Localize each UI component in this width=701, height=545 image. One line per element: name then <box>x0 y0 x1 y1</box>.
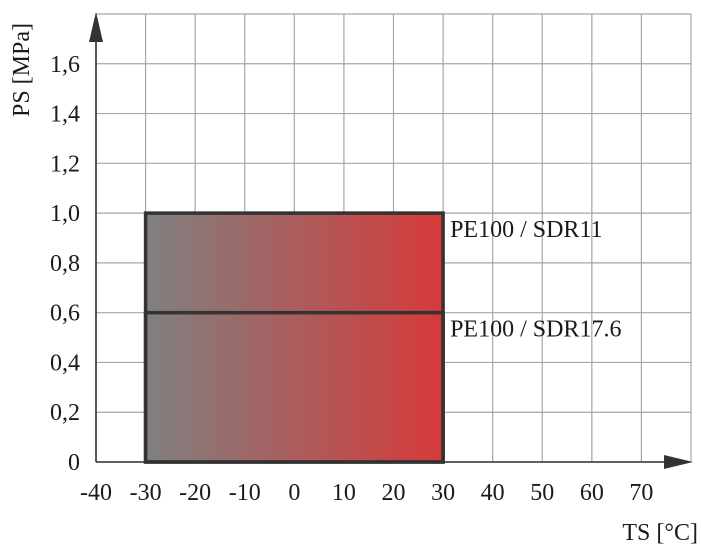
y-tick-label: 1,0 <box>50 201 80 227</box>
series-label: PE100 / SDR11 <box>450 217 602 243</box>
x-tick-label: 40 <box>481 480 505 506</box>
series-label: PE100 / SDR17.6 <box>450 317 621 343</box>
y-tick-label: 0,2 <box>50 400 80 426</box>
region-fill <box>145 213 444 462</box>
axes <box>89 12 693 469</box>
pressure-regions <box>143 211 445 464</box>
x-axis-label: TS [°C] <box>622 520 698 545</box>
y-tick-label: 0,4 <box>50 350 80 376</box>
x-tick-label: -20 <box>179 480 211 506</box>
y-tick-label: 1,2 <box>50 151 80 177</box>
y-tick-label: 1,4 <box>50 102 80 128</box>
x-axis-ticks: -40 -30 -20 -10 0 10 20 30 40 50 60 70 <box>80 480 653 506</box>
x-tick-label: 0 <box>288 480 300 506</box>
x-tick-label: -30 <box>130 480 162 506</box>
y-axis-arrow-icon <box>89 12 103 42</box>
y-tick-label: 0,6 <box>50 301 80 327</box>
y-tick-label: 1,6 <box>50 52 80 78</box>
y-axis-label: PS [MPa] <box>9 23 35 117</box>
series-labels: PE100 / SDR11 PE100 / SDR17.6 <box>450 217 621 343</box>
y-axis-ticks: 0 0,2 0,4 0,6 0,8 1,0 1,2 1,4 1,6 <box>50 52 80 476</box>
x-tick-label: 10 <box>332 480 356 506</box>
x-tick-label: -40 <box>80 480 112 506</box>
x-axis-arrow-icon <box>664 455 693 469</box>
x-tick-label: 60 <box>580 480 604 506</box>
x-tick-label: 50 <box>530 480 554 506</box>
x-tick-label: 20 <box>382 480 406 506</box>
x-tick-label: 30 <box>431 480 455 506</box>
y-tick-label: 0,8 <box>50 251 80 277</box>
x-tick-label: -10 <box>229 480 261 506</box>
y-tick-label: 0 <box>68 450 80 476</box>
x-tick-label: 70 <box>629 480 653 506</box>
